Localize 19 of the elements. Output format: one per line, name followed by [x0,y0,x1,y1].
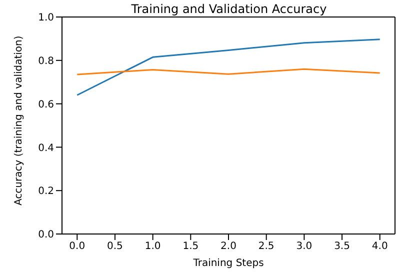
x-tick-label: 3.5 [334,241,350,252]
x-tick-label: 0.0 [69,241,86,252]
x-tick-label: 4.0 [372,241,388,252]
y-tick-label: 0.4 [38,142,54,154]
x-tick-label: 1.5 [182,241,199,252]
x-tick-label: 0.5 [107,241,123,252]
line-series [76,38,381,96]
y-axis-title: Accuracy (training and validation) [14,36,25,206]
y-tick-label: 0.2 [38,186,54,198]
y-tick-label: 0.8 [38,56,54,67]
x-axis-title: Training Steps [192,258,264,269]
x-tick-label: 2.0 [220,241,236,252]
x-tick-label: 2.5 [258,241,274,252]
x-tick-label: 1.0 [144,241,161,252]
y-tick-label: 0.6 [38,99,54,110]
chart-title: Training and Validation Accuracy [130,2,328,16]
x-tick-label: 3.0 [296,241,312,252]
y-tick-label: 1.0 [38,12,54,24]
y-tick-label: 0.0 [38,230,54,241]
